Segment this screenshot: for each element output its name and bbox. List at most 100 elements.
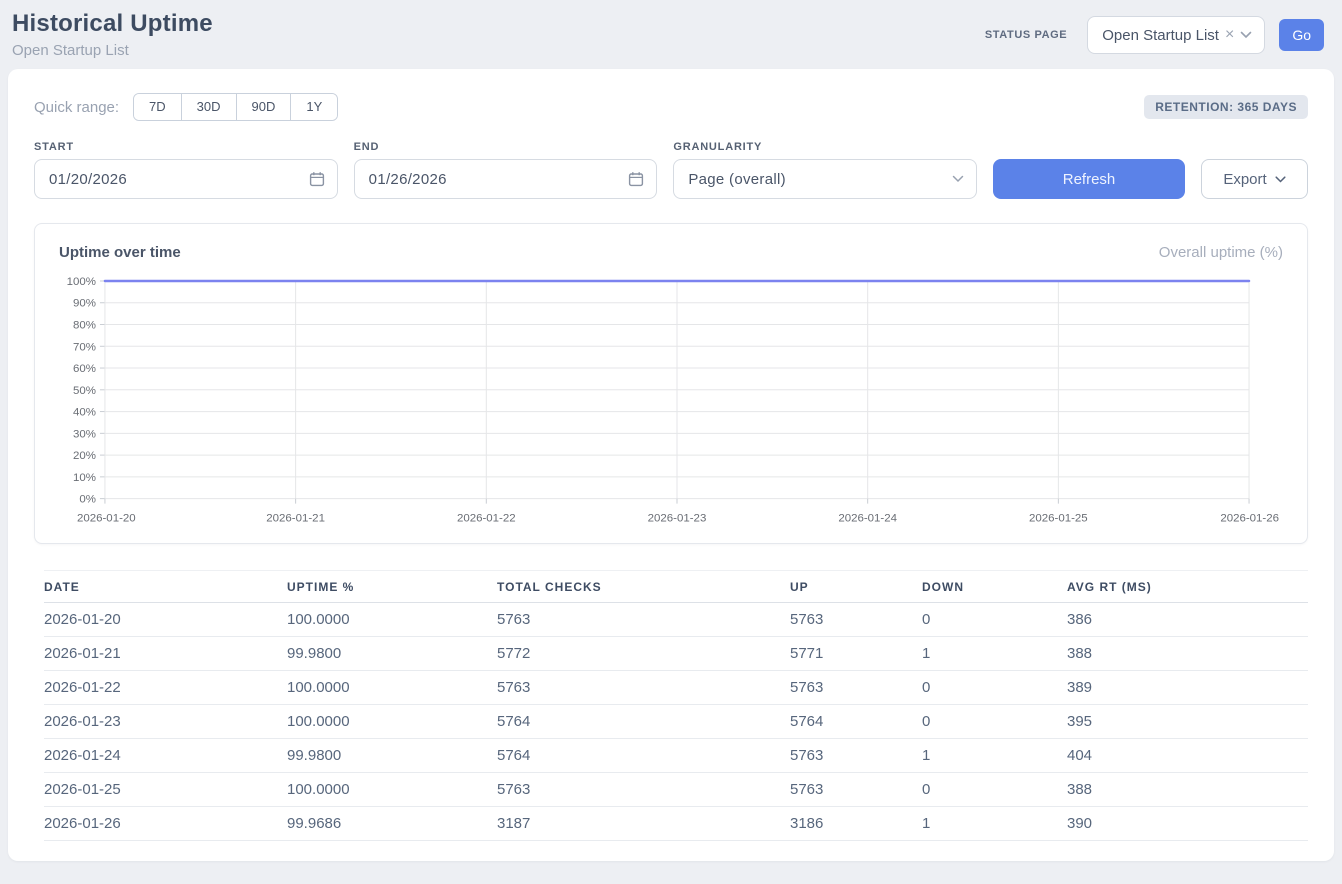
start-label: START xyxy=(34,141,338,153)
export-button[interactable]: Export xyxy=(1201,159,1308,199)
go-button[interactable]: Go xyxy=(1279,19,1324,51)
quick-range-90d-button[interactable]: 90D xyxy=(237,94,292,120)
status-page-label: STATUS PAGE xyxy=(985,29,1067,41)
cell-date: 2026-01-24 xyxy=(44,738,287,772)
start-date-field: START 01/20/2026 xyxy=(34,141,338,199)
cell-down: 1 xyxy=(922,806,1067,840)
cell-total-checks: 5764 xyxy=(497,704,790,738)
end-date-field: END 01/26/2026 xyxy=(354,141,658,199)
cell-up: 3186 xyxy=(790,806,922,840)
status-page-select[interactable]: Open Startup List × xyxy=(1087,16,1265,54)
col-header-total-checks: TOTAL CHECKS xyxy=(497,570,790,602)
svg-text:70%: 70% xyxy=(73,341,96,353)
svg-text:2026-01-20: 2026-01-20 xyxy=(77,513,136,525)
col-header-date: DATE xyxy=(44,570,287,602)
table-row: 2026-01-24 99.9800 5764 5763 1 404 xyxy=(44,738,1308,772)
cell-uptime: 99.9800 xyxy=(287,738,497,772)
cell-total-checks: 5763 xyxy=(497,772,790,806)
top-header: Historical Uptime Open Startup List STAT… xyxy=(0,0,1342,67)
end-date-value: 01/26/2026 xyxy=(369,171,447,188)
svg-text:0%: 0% xyxy=(79,494,96,506)
granularity-select[interactable]: Page (overall) xyxy=(673,159,977,199)
cell-down: 0 xyxy=(922,772,1067,806)
cell-avg-rt: 395 xyxy=(1067,704,1308,738)
uptime-table-wrap: DATE UPTIME % TOTAL CHECKS UP DOWN AVG R… xyxy=(34,570,1308,841)
cell-total-checks: 5763 xyxy=(497,670,790,704)
svg-text:2026-01-24: 2026-01-24 xyxy=(838,513,897,525)
refresh-button[interactable]: Refresh xyxy=(993,159,1185,199)
quick-range-label: Quick range: xyxy=(34,99,119,116)
end-date-input[interactable]: 01/26/2026 xyxy=(354,159,658,199)
quick-range-7d-button[interactable]: 7D xyxy=(134,94,182,120)
quick-range-30d-button[interactable]: 30D xyxy=(182,94,237,120)
cell-down: 1 xyxy=(922,738,1067,772)
page: Historical Uptime Open Startup List STAT… xyxy=(0,0,1342,884)
granularity-field: GRANULARITY Page (overall) xyxy=(673,141,977,199)
cell-up: 5763 xyxy=(790,670,922,704)
cell-avg-rt: 388 xyxy=(1067,772,1308,806)
table-row: 2026-01-20 100.0000 5763 5763 0 386 xyxy=(44,602,1308,636)
cell-down: 0 xyxy=(922,670,1067,704)
svg-text:2026-01-22: 2026-01-22 xyxy=(457,513,516,525)
start-date-input[interactable]: 01/20/2026 xyxy=(34,159,338,199)
svg-text:40%: 40% xyxy=(73,407,96,419)
cell-up: 5771 xyxy=(790,636,922,670)
svg-text:2026-01-23: 2026-01-23 xyxy=(648,513,707,525)
chevron-down-icon xyxy=(1275,176,1286,183)
filters-row: START 01/20/2026 END 01/26/2026 xyxy=(34,141,1308,199)
table-row: 2026-01-25 100.0000 5763 5763 0 388 xyxy=(44,772,1308,806)
cell-total-checks: 5763 xyxy=(497,602,790,636)
svg-text:80%: 80% xyxy=(73,320,96,332)
table-row: 2026-01-26 99.9686 3187 3186 1 390 xyxy=(44,806,1308,840)
svg-text:10%: 10% xyxy=(73,472,96,484)
chevron-down-icon xyxy=(952,175,964,183)
cell-uptime: 100.0000 xyxy=(287,772,497,806)
col-header-uptime: UPTIME % xyxy=(287,570,497,602)
cell-down: 1 xyxy=(922,636,1067,670)
cell-up: 5763 xyxy=(790,602,922,636)
svg-text:100%: 100% xyxy=(67,276,96,288)
header-right: STATUS PAGE Open Startup List × Go xyxy=(985,10,1324,54)
cell-avg-rt: 390 xyxy=(1067,806,1308,840)
cell-avg-rt: 404 xyxy=(1067,738,1308,772)
cell-up: 5763 xyxy=(790,738,922,772)
cell-uptime: 99.9686 xyxy=(287,806,497,840)
granularity-value: Page (overall) xyxy=(688,171,786,188)
chart-card: Uptime over time Overall uptime (%) 0% 10… xyxy=(34,223,1308,544)
quick-range-row: Quick range: 7D 30D 90D 1Y RETENTION: 36… xyxy=(34,93,1308,121)
chart-title: Uptime over time xyxy=(59,244,181,261)
page-title: Historical Uptime xyxy=(12,10,213,38)
svg-text:2026-01-21: 2026-01-21 xyxy=(266,513,325,525)
cell-date: 2026-01-22 xyxy=(44,670,287,704)
svg-text:30%: 30% xyxy=(73,428,96,440)
table-row: 2026-01-21 99.9800 5772 5771 1 388 xyxy=(44,636,1308,670)
cell-avg-rt: 388 xyxy=(1067,636,1308,670)
cell-down: 0 xyxy=(922,704,1067,738)
main-panel: Quick range: 7D 30D 90D 1Y RETENTION: 36… xyxy=(8,69,1334,861)
title-block: Historical Uptime Open Startup List xyxy=(12,10,213,59)
cell-total-checks: 5764 xyxy=(497,738,790,772)
clear-icon[interactable]: × xyxy=(1225,27,1234,43)
cell-date: 2026-01-26 xyxy=(44,806,287,840)
start-date-value: 01/20/2026 xyxy=(49,171,127,188)
chart-legend: Overall uptime (%) xyxy=(1159,244,1283,261)
export-label: Export xyxy=(1223,171,1266,188)
svg-text:2026-01-26: 2026-01-26 xyxy=(1220,513,1279,525)
table-row: 2026-01-22 100.0000 5763 5763 0 389 xyxy=(44,670,1308,704)
calendar-icon[interactable] xyxy=(309,171,325,187)
end-label: END xyxy=(354,141,658,153)
quick-range-segmented: 7D 30D 90D 1Y xyxy=(133,93,338,121)
cell-date: 2026-01-23 xyxy=(44,704,287,738)
cell-uptime: 99.9800 xyxy=(287,636,497,670)
uptime-chart: 0%10%20%30%40%50%60%70%80%90%100%2026-01… xyxy=(59,273,1283,529)
calendar-icon[interactable] xyxy=(628,171,644,187)
granularity-label: GRANULARITY xyxy=(673,141,977,153)
quick-range-1y-button[interactable]: 1Y xyxy=(291,94,337,120)
cell-down: 0 xyxy=(922,602,1067,636)
col-header-down: DOWN xyxy=(922,570,1067,602)
table-row: 2026-01-23 100.0000 5764 5764 0 395 xyxy=(44,704,1308,738)
cell-up: 5763 xyxy=(790,772,922,806)
svg-text:90%: 90% xyxy=(73,298,96,310)
retention-badge: RETENTION: 365 DAYS xyxy=(1144,95,1308,119)
cell-total-checks: 3187 xyxy=(497,806,790,840)
